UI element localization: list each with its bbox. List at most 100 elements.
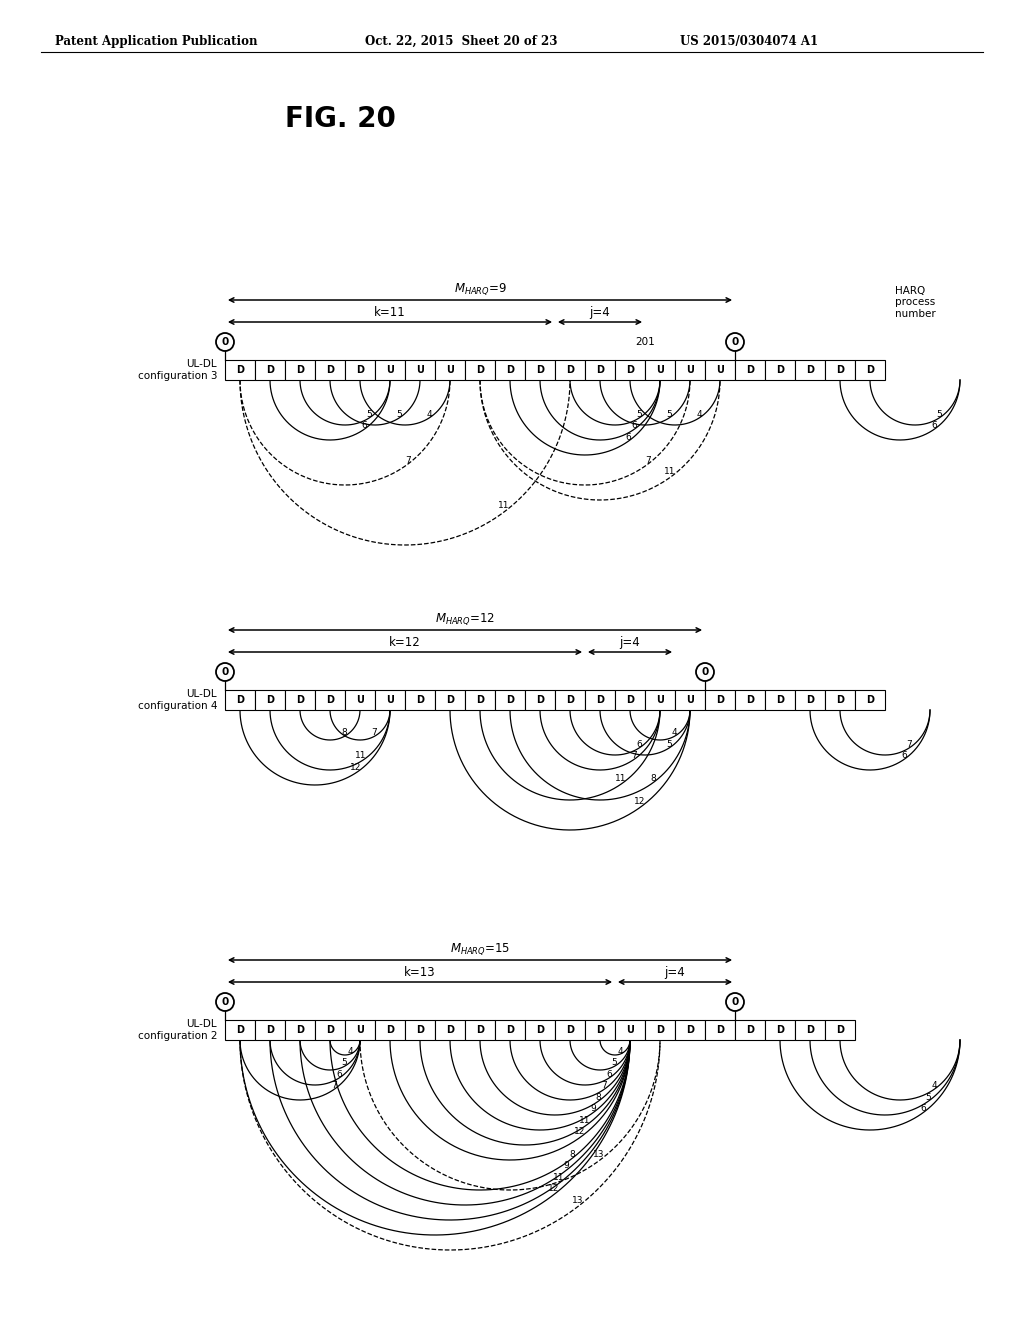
Text: D: D bbox=[326, 366, 334, 375]
Text: 13: 13 bbox=[594, 1150, 605, 1159]
Text: $M_{HARQ}$=9: $M_{HARQ}$=9 bbox=[454, 281, 507, 297]
Text: 6: 6 bbox=[636, 739, 642, 748]
Text: 7: 7 bbox=[372, 729, 378, 738]
Text: D: D bbox=[836, 366, 844, 375]
Bar bbox=[345, 360, 375, 380]
Text: D: D bbox=[686, 1026, 694, 1035]
Bar bbox=[645, 1020, 675, 1040]
Text: D: D bbox=[236, 366, 244, 375]
Bar bbox=[645, 690, 675, 710]
Text: 11: 11 bbox=[664, 467, 676, 477]
Bar bbox=[495, 360, 525, 380]
Text: D: D bbox=[776, 366, 784, 375]
Text: D: D bbox=[596, 366, 604, 375]
Bar bbox=[795, 360, 825, 380]
Bar bbox=[406, 360, 435, 380]
Text: j=4: j=4 bbox=[590, 306, 610, 319]
Text: D: D bbox=[326, 1026, 334, 1035]
Bar bbox=[255, 1020, 285, 1040]
Bar bbox=[345, 1020, 375, 1040]
Text: Patent Application Publication: Patent Application Publication bbox=[55, 36, 257, 48]
Bar bbox=[585, 690, 615, 710]
Text: 7: 7 bbox=[906, 739, 912, 748]
Text: 5: 5 bbox=[611, 1059, 617, 1068]
Text: D: D bbox=[476, 366, 484, 375]
Text: D: D bbox=[446, 696, 454, 705]
Text: 11: 11 bbox=[580, 1115, 591, 1125]
Text: U: U bbox=[686, 366, 694, 375]
Bar bbox=[406, 1020, 435, 1040]
Text: U: U bbox=[356, 1026, 364, 1035]
Bar bbox=[285, 1020, 315, 1040]
Text: U: U bbox=[386, 366, 394, 375]
Bar bbox=[555, 690, 585, 710]
Text: 11: 11 bbox=[355, 751, 367, 760]
Bar bbox=[585, 1020, 615, 1040]
Text: D: D bbox=[716, 1026, 724, 1035]
Bar bbox=[406, 690, 435, 710]
Bar bbox=[705, 360, 735, 380]
Bar bbox=[615, 360, 645, 380]
Bar bbox=[675, 360, 705, 380]
Text: 12: 12 bbox=[634, 797, 645, 807]
Text: 8: 8 bbox=[569, 1150, 574, 1159]
Bar bbox=[675, 1020, 705, 1040]
Bar bbox=[525, 690, 555, 710]
Text: D: D bbox=[866, 696, 874, 705]
Bar bbox=[285, 360, 315, 380]
Text: UL-DL
configuration 3: UL-DL configuration 3 bbox=[137, 359, 217, 381]
Bar bbox=[705, 690, 735, 710]
Text: FIG. 20: FIG. 20 bbox=[285, 106, 395, 133]
Text: 8: 8 bbox=[596, 1093, 601, 1102]
Text: D: D bbox=[626, 696, 634, 705]
Text: D: D bbox=[326, 696, 334, 705]
Text: D: D bbox=[776, 1026, 784, 1035]
Text: 9: 9 bbox=[564, 1162, 569, 1171]
Bar bbox=[585, 360, 615, 380]
Text: 12: 12 bbox=[548, 1184, 559, 1193]
Text: D: D bbox=[806, 366, 814, 375]
Bar bbox=[615, 1020, 645, 1040]
Text: D: D bbox=[866, 366, 874, 375]
Text: D: D bbox=[716, 696, 724, 705]
Text: k=11: k=11 bbox=[374, 306, 406, 319]
Text: U: U bbox=[686, 696, 694, 705]
Text: D: D bbox=[416, 1026, 424, 1035]
Text: 0: 0 bbox=[701, 667, 709, 677]
Text: UL-DL
configuration 2: UL-DL configuration 2 bbox=[137, 1019, 217, 1041]
Text: U: U bbox=[446, 366, 454, 375]
Bar bbox=[375, 360, 406, 380]
Bar bbox=[435, 360, 465, 380]
Text: 11: 11 bbox=[553, 1173, 564, 1181]
Bar bbox=[825, 360, 855, 380]
Text: k=13: k=13 bbox=[404, 966, 436, 979]
Bar bbox=[435, 360, 465, 380]
Bar bbox=[765, 360, 795, 380]
Bar bbox=[345, 1020, 375, 1040]
Text: U: U bbox=[416, 366, 424, 375]
Text: D: D bbox=[836, 1026, 844, 1035]
Bar bbox=[435, 1020, 465, 1040]
Text: 11: 11 bbox=[498, 502, 510, 511]
Bar bbox=[465, 360, 495, 380]
Bar bbox=[525, 1020, 555, 1040]
Bar bbox=[255, 690, 285, 710]
Text: D: D bbox=[356, 366, 364, 375]
Bar bbox=[225, 690, 255, 710]
Bar bbox=[855, 690, 885, 710]
Text: U: U bbox=[386, 696, 394, 705]
Text: D: D bbox=[566, 696, 574, 705]
Text: 5: 5 bbox=[936, 409, 942, 418]
Text: 12: 12 bbox=[574, 1127, 586, 1137]
Text: D: D bbox=[656, 1026, 664, 1035]
Bar bbox=[675, 360, 705, 380]
Bar bbox=[735, 1020, 765, 1040]
Text: 6: 6 bbox=[606, 1069, 612, 1078]
Bar bbox=[675, 690, 705, 710]
Text: D: D bbox=[296, 696, 304, 705]
Text: D: D bbox=[446, 1026, 454, 1035]
Bar bbox=[375, 690, 406, 710]
Text: D: D bbox=[506, 366, 514, 375]
Bar bbox=[855, 360, 885, 380]
Bar bbox=[435, 690, 465, 710]
